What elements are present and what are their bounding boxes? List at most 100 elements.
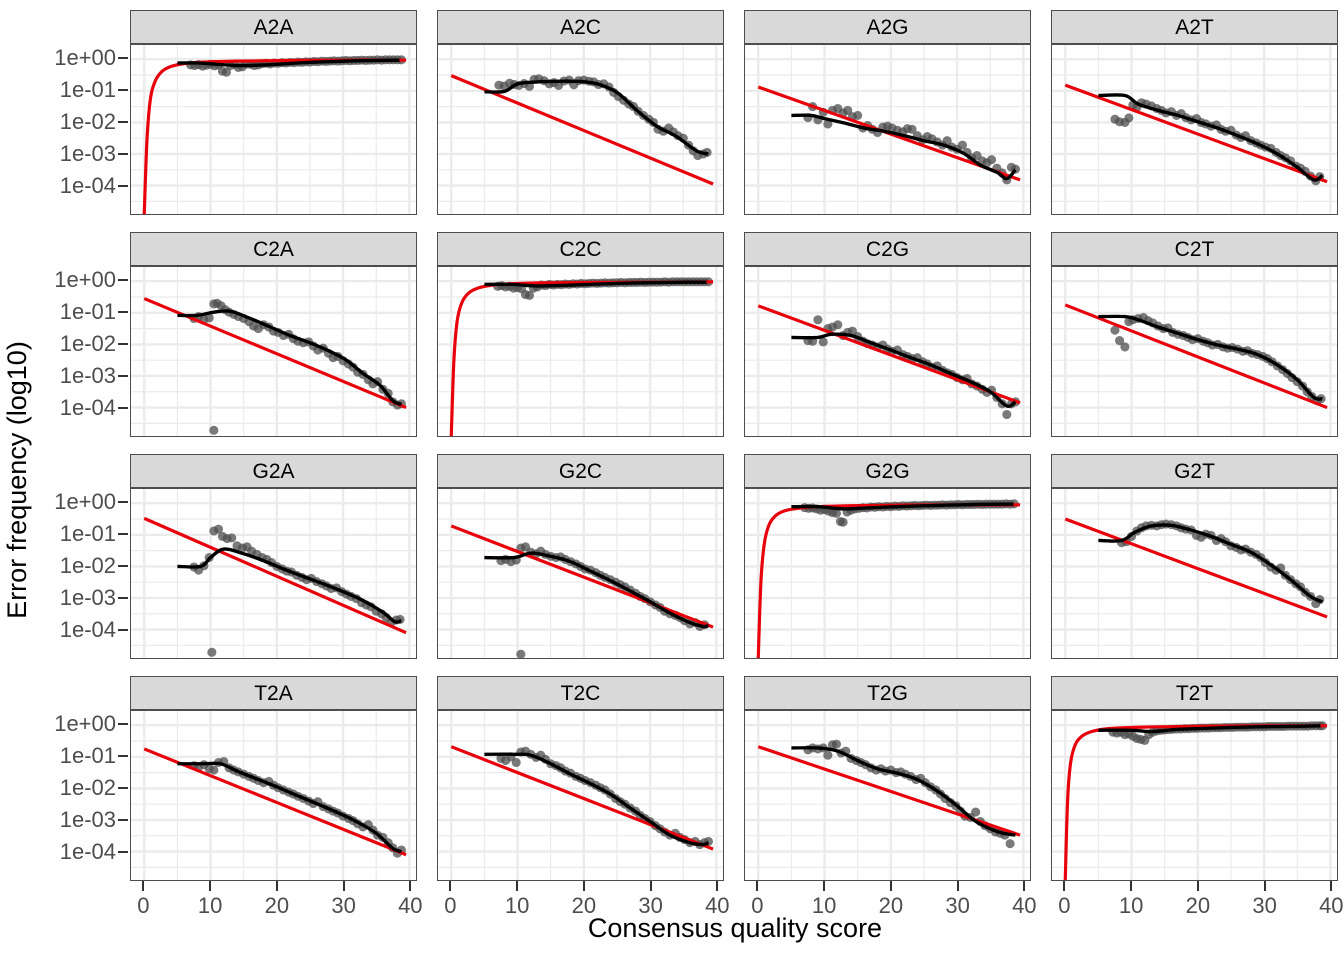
y-tick-mark: [118, 407, 128, 410]
x-tick-label: 20: [571, 893, 597, 918]
facet-panel-c2t: C2T: [1051, 232, 1338, 437]
y-tick-label: 1e-02: [59, 775, 116, 801]
x-tick-mark: [1263, 881, 1266, 891]
x-tick-mark: [823, 881, 826, 891]
panel-plot-area: [437, 44, 724, 215]
x-tick-mark: [716, 881, 719, 891]
y-tick-label: 1e-03: [59, 807, 116, 833]
facet-strip: C2A: [130, 232, 417, 266]
x-tick-label: 10: [1118, 893, 1144, 918]
data-points: [496, 746, 713, 850]
x-tick-label: 30: [331, 893, 356, 918]
facet-strip-label: A2A: [253, 15, 294, 39]
facet-strip: G2A: [130, 454, 417, 488]
data-points: [189, 524, 405, 657]
gridlines: [745, 711, 1030, 880]
gridlines: [1052, 45, 1337, 214]
y-tick-label: 1e-03: [59, 363, 116, 389]
gridlines: [1052, 711, 1337, 880]
facet-grid: A2A A2C A2G A2T C2A C2C C2G C2T G2A G2C G2G G2T T2A T…: [130, 10, 1340, 881]
x-tick-label: 20: [878, 893, 904, 918]
facet-panel-c2g: C2G: [744, 232, 1031, 437]
gridlines: [745, 267, 1030, 436]
y-tick-mark: [118, 57, 128, 60]
reference-line: [1064, 303, 1328, 410]
facet-strip-label: G2A: [252, 459, 295, 483]
facet-row: G2A G2C G2G G2T: [130, 454, 1340, 659]
panel-canvas: [1052, 711, 1337, 880]
x-tick-label: 0: [751, 893, 764, 918]
panel-plot-area: [1051, 44, 1338, 215]
y-tick-mark: [118, 819, 128, 822]
facet-strip-label: T2T: [1175, 681, 1214, 705]
x-tick-label: 10: [504, 893, 530, 918]
loess-line: [1098, 93, 1324, 182]
facet-strip-label: A2G: [866, 15, 909, 39]
x-tick-label: 0: [1058, 893, 1071, 918]
gridlines: [131, 711, 416, 880]
facet-panel-a2t: A2T: [1051, 10, 1338, 215]
loess-line: [484, 551, 709, 629]
reference-line: [756, 503, 1021, 658]
gridlines: [745, 45, 1030, 214]
facet-panel-g2t: G2T: [1051, 454, 1338, 659]
facet-panel-a2c: A2C: [437, 10, 724, 215]
y-tick-label: 1e-02: [59, 109, 116, 135]
reference-line: [450, 524, 714, 629]
panel-canvas: [1052, 489, 1337, 658]
panel-plot-area: [744, 266, 1031, 437]
y-tick-mark: [118, 501, 128, 504]
loess-line: [791, 113, 1017, 181]
y-tick-mark: [118, 755, 128, 758]
x-tick-mark: [1196, 881, 1199, 891]
gridlines: [438, 489, 723, 658]
x-axis-ticks: 0 10 20 30 40: [437, 881, 730, 925]
loess-line: [1098, 523, 1324, 604]
facet-strip-label: T2G: [867, 681, 908, 705]
y-tick-label: 1e+00: [54, 45, 116, 71]
facet-panel-t2c: T2C: [437, 676, 724, 881]
panel-canvas: [131, 267, 416, 436]
x-tick-label: 30: [638, 893, 663, 918]
panel-plot-area: [1051, 710, 1338, 881]
facet-strip: T2T: [1051, 676, 1338, 710]
x-tick-label: 40: [705, 893, 730, 918]
panel-plot-area: [130, 266, 417, 437]
y-tick-label: 1e-01: [59, 743, 116, 769]
y-axis-ticks: 1e+00 1e-01 1e-02 1e-03 1e-04: [0, 266, 130, 437]
facet-panel-t2g: T2G: [744, 676, 1031, 881]
panel-canvas: [745, 45, 1030, 214]
y-tick-label: 1e+00: [54, 711, 116, 737]
panel-canvas: [438, 267, 723, 436]
facet-strip: C2G: [744, 232, 1031, 266]
y-tick-label: 1e-03: [59, 585, 116, 611]
facet-strip-label: G2T: [1174, 459, 1215, 483]
y-tick-mark: [118, 89, 128, 92]
reference-line: [757, 745, 1021, 837]
panel-canvas: [438, 711, 723, 880]
gridlines: [131, 267, 416, 436]
facet-strip-label: T2C: [560, 681, 601, 705]
facet-strip: G2T: [1051, 454, 1338, 488]
gridlines: [1052, 267, 1337, 436]
x-tick-label: 30: [945, 893, 970, 918]
facet-row: C2A C2C C2G C2T: [130, 232, 1340, 437]
x-tick-label: 0: [444, 893, 457, 918]
facet-strip-label: A2C: [560, 15, 601, 39]
facet-strip-label: T2A: [254, 681, 293, 705]
panel-canvas: [745, 711, 1030, 880]
loess-line: [791, 746, 1016, 837]
loess-line: [791, 332, 1017, 408]
y-tick-label: 1e+00: [54, 267, 116, 293]
x-axis-ticks: 0 10 20 30 40: [1051, 881, 1344, 925]
panel-canvas: [131, 489, 416, 658]
y-tick-mark: [118, 153, 128, 156]
facet-panel-a2g: A2G: [744, 10, 1031, 215]
x-tick-label: 20: [264, 893, 290, 918]
reference-line: [450, 745, 714, 851]
facet-strip-label: G2G: [865, 459, 910, 483]
y-tick-label: 1e-04: [59, 173, 116, 199]
gridlines: [1052, 489, 1337, 658]
panel-canvas: [1052, 267, 1337, 436]
